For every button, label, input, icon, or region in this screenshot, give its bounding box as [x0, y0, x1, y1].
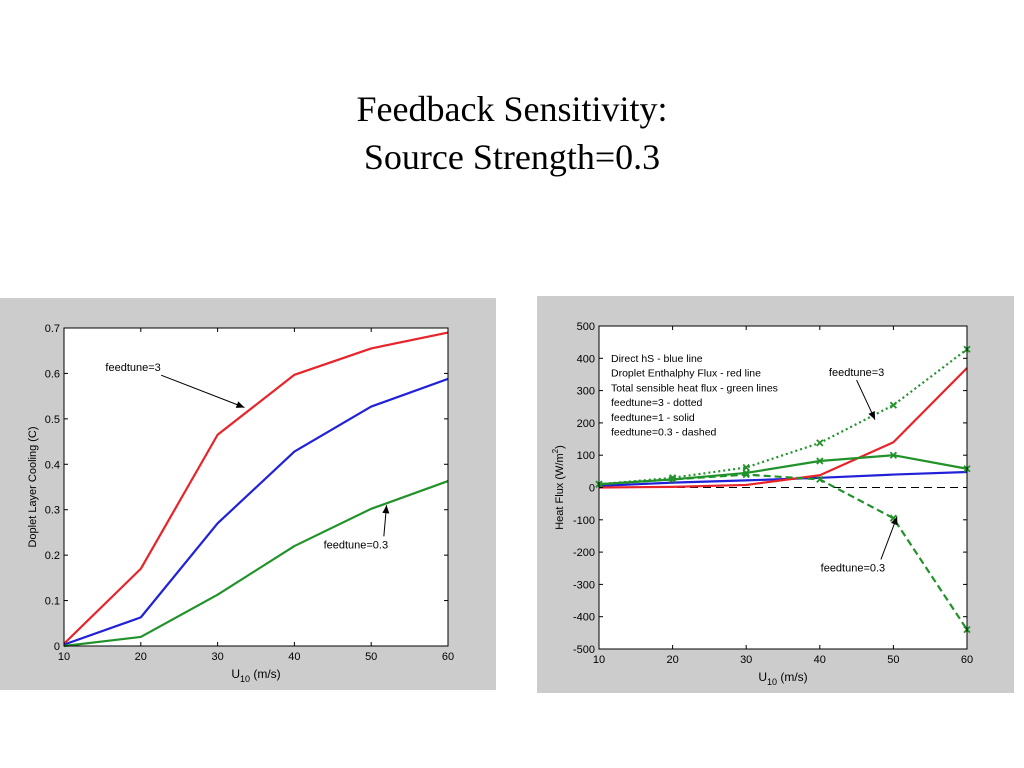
y-tick-label: -400 — [573, 612, 595, 624]
y-axis-label: Heat Flux (W/m2) — [551, 445, 566, 530]
y-tick-label: 300 — [577, 386, 595, 398]
y-tick-label: 0 — [54, 641, 60, 653]
legend-entry-1: Droplet Enthalphy Flux - red line — [611, 368, 761, 380]
series-2-point-3 — [816, 439, 824, 447]
legend-entry-0: Direct hS - blue line — [611, 353, 703, 365]
y-axis-label: Doplet Layer Cooling (C) — [27, 426, 39, 547]
y-tick-label: 0.6 — [45, 368, 60, 380]
annotation-label-0: feedtune=3 — [105, 362, 160, 374]
x-tick-label: 50 — [365, 651, 377, 663]
x-tick-label: 40 — [814, 654, 826, 666]
droplet-cooling-chart: 10 20 30 40 50 60 0 0.1 0.2 0.3 0.4 0.5 0.6 0.7 U10 (m… — [27, 323, 454, 684]
series-2-point-2 — [742, 463, 750, 472]
slide-title-line2: Source Strength=0.3 — [363, 137, 661, 177]
y-tick-label: 0.5 — [45, 414, 60, 426]
x-axis-label: U10 (m/s) — [231, 667, 280, 684]
y-tick-label: -200 — [573, 547, 595, 559]
y-tick-label: -100 — [573, 515, 595, 527]
annotation-arrow-line-0 — [160, 374, 245, 408]
series-3-point-4 — [889, 451, 898, 459]
x-tick-label: 30 — [740, 654, 752, 666]
x-tick-label: 40 — [288, 651, 300, 663]
series-line-2 — [598, 348, 968, 486]
legend-entry-5: feedtune=0.3 - dashed — [611, 427, 717, 439]
y-tick-label: -300 — [573, 579, 595, 591]
annotation-arrowhead-0 — [235, 401, 245, 408]
series-2-point-4 — [889, 401, 898, 409]
annotation-arrowhead-1 — [890, 516, 898, 526]
x-tick-label: 20 — [135, 651, 147, 663]
figure-right: 10 20 30 40 50 60 -500 -400 -300 -200 -100 0 100 200 3… — [537, 296, 1014, 693]
y-tick-label: 400 — [577, 353, 595, 365]
series-line-4 — [598, 473, 968, 631]
y-tick-label: -500 — [573, 644, 595, 656]
annotation-label-1: feedtune=0.3 — [821, 562, 886, 574]
series-4-point-2 — [742, 470, 750, 479]
series-line-0 — [63, 331, 449, 645]
y-tick-label: 0.7 — [45, 323, 60, 335]
y-tick-label: 0.2 — [45, 550, 60, 562]
annotation-label-0: feedtune=3 — [829, 367, 884, 379]
annotation-arrowhead-0 — [868, 410, 875, 420]
y-tick-label: 0.4 — [45, 459, 60, 471]
y-tick-label: 0.1 — [45, 596, 60, 608]
series-4-point-1 — [668, 475, 677, 484]
y-tick-label: 0.3 — [45, 505, 60, 517]
x-axis-label: U10 (m/s) — [758, 670, 807, 687]
x-tick-label: 10 — [58, 651, 70, 663]
x-tick-label: 30 — [211, 651, 223, 663]
legend-entry-3: feedtune=3 - dotted — [611, 397, 703, 409]
series-3-point-3 — [816, 457, 824, 465]
slide-title: Feedback Sensitivity: Source Strength=0.… — [0, 85, 1024, 181]
x-tick-label: 60 — [961, 654, 973, 666]
annotation-label-1: feedtune=0.3 — [324, 539, 389, 551]
series-4-point-3 — [816, 475, 824, 484]
y-tick-label: 500 — [577, 321, 595, 333]
heat-flux-chart: 10 20 30 40 50 60 -500 -400 -300 -200 -100 0 100 200 3… — [551, 321, 973, 687]
series-line-2 — [63, 480, 449, 648]
slide-title-line1: Feedback Sensitivity: — [356, 89, 668, 129]
plot-frame — [63, 327, 449, 647]
annotation-arrowhead-1 — [382, 505, 390, 514]
y-tick-label: 100 — [577, 450, 595, 462]
x-tick-label: 60 — [442, 651, 454, 663]
y-tick-label: 200 — [577, 418, 595, 430]
series-line-1 — [598, 367, 968, 489]
y-tick-label: 0 — [589, 483, 595, 495]
legend-entry-4: feedtune=1 - solid — [611, 412, 695, 424]
x-tick-label: 50 — [887, 654, 899, 666]
x-tick-label: 20 — [666, 654, 678, 666]
x-tick-label: 10 — [593, 654, 605, 666]
legend-entry-2: Total sensible heat flux - green lines — [611, 382, 778, 394]
series-line-1 — [63, 377, 449, 646]
figure-left: 10 20 30 40 50 60 0 0.1 0.2 0.3 0.4 0.5 0.6 0.7 U10 (m… — [0, 298, 496, 690]
